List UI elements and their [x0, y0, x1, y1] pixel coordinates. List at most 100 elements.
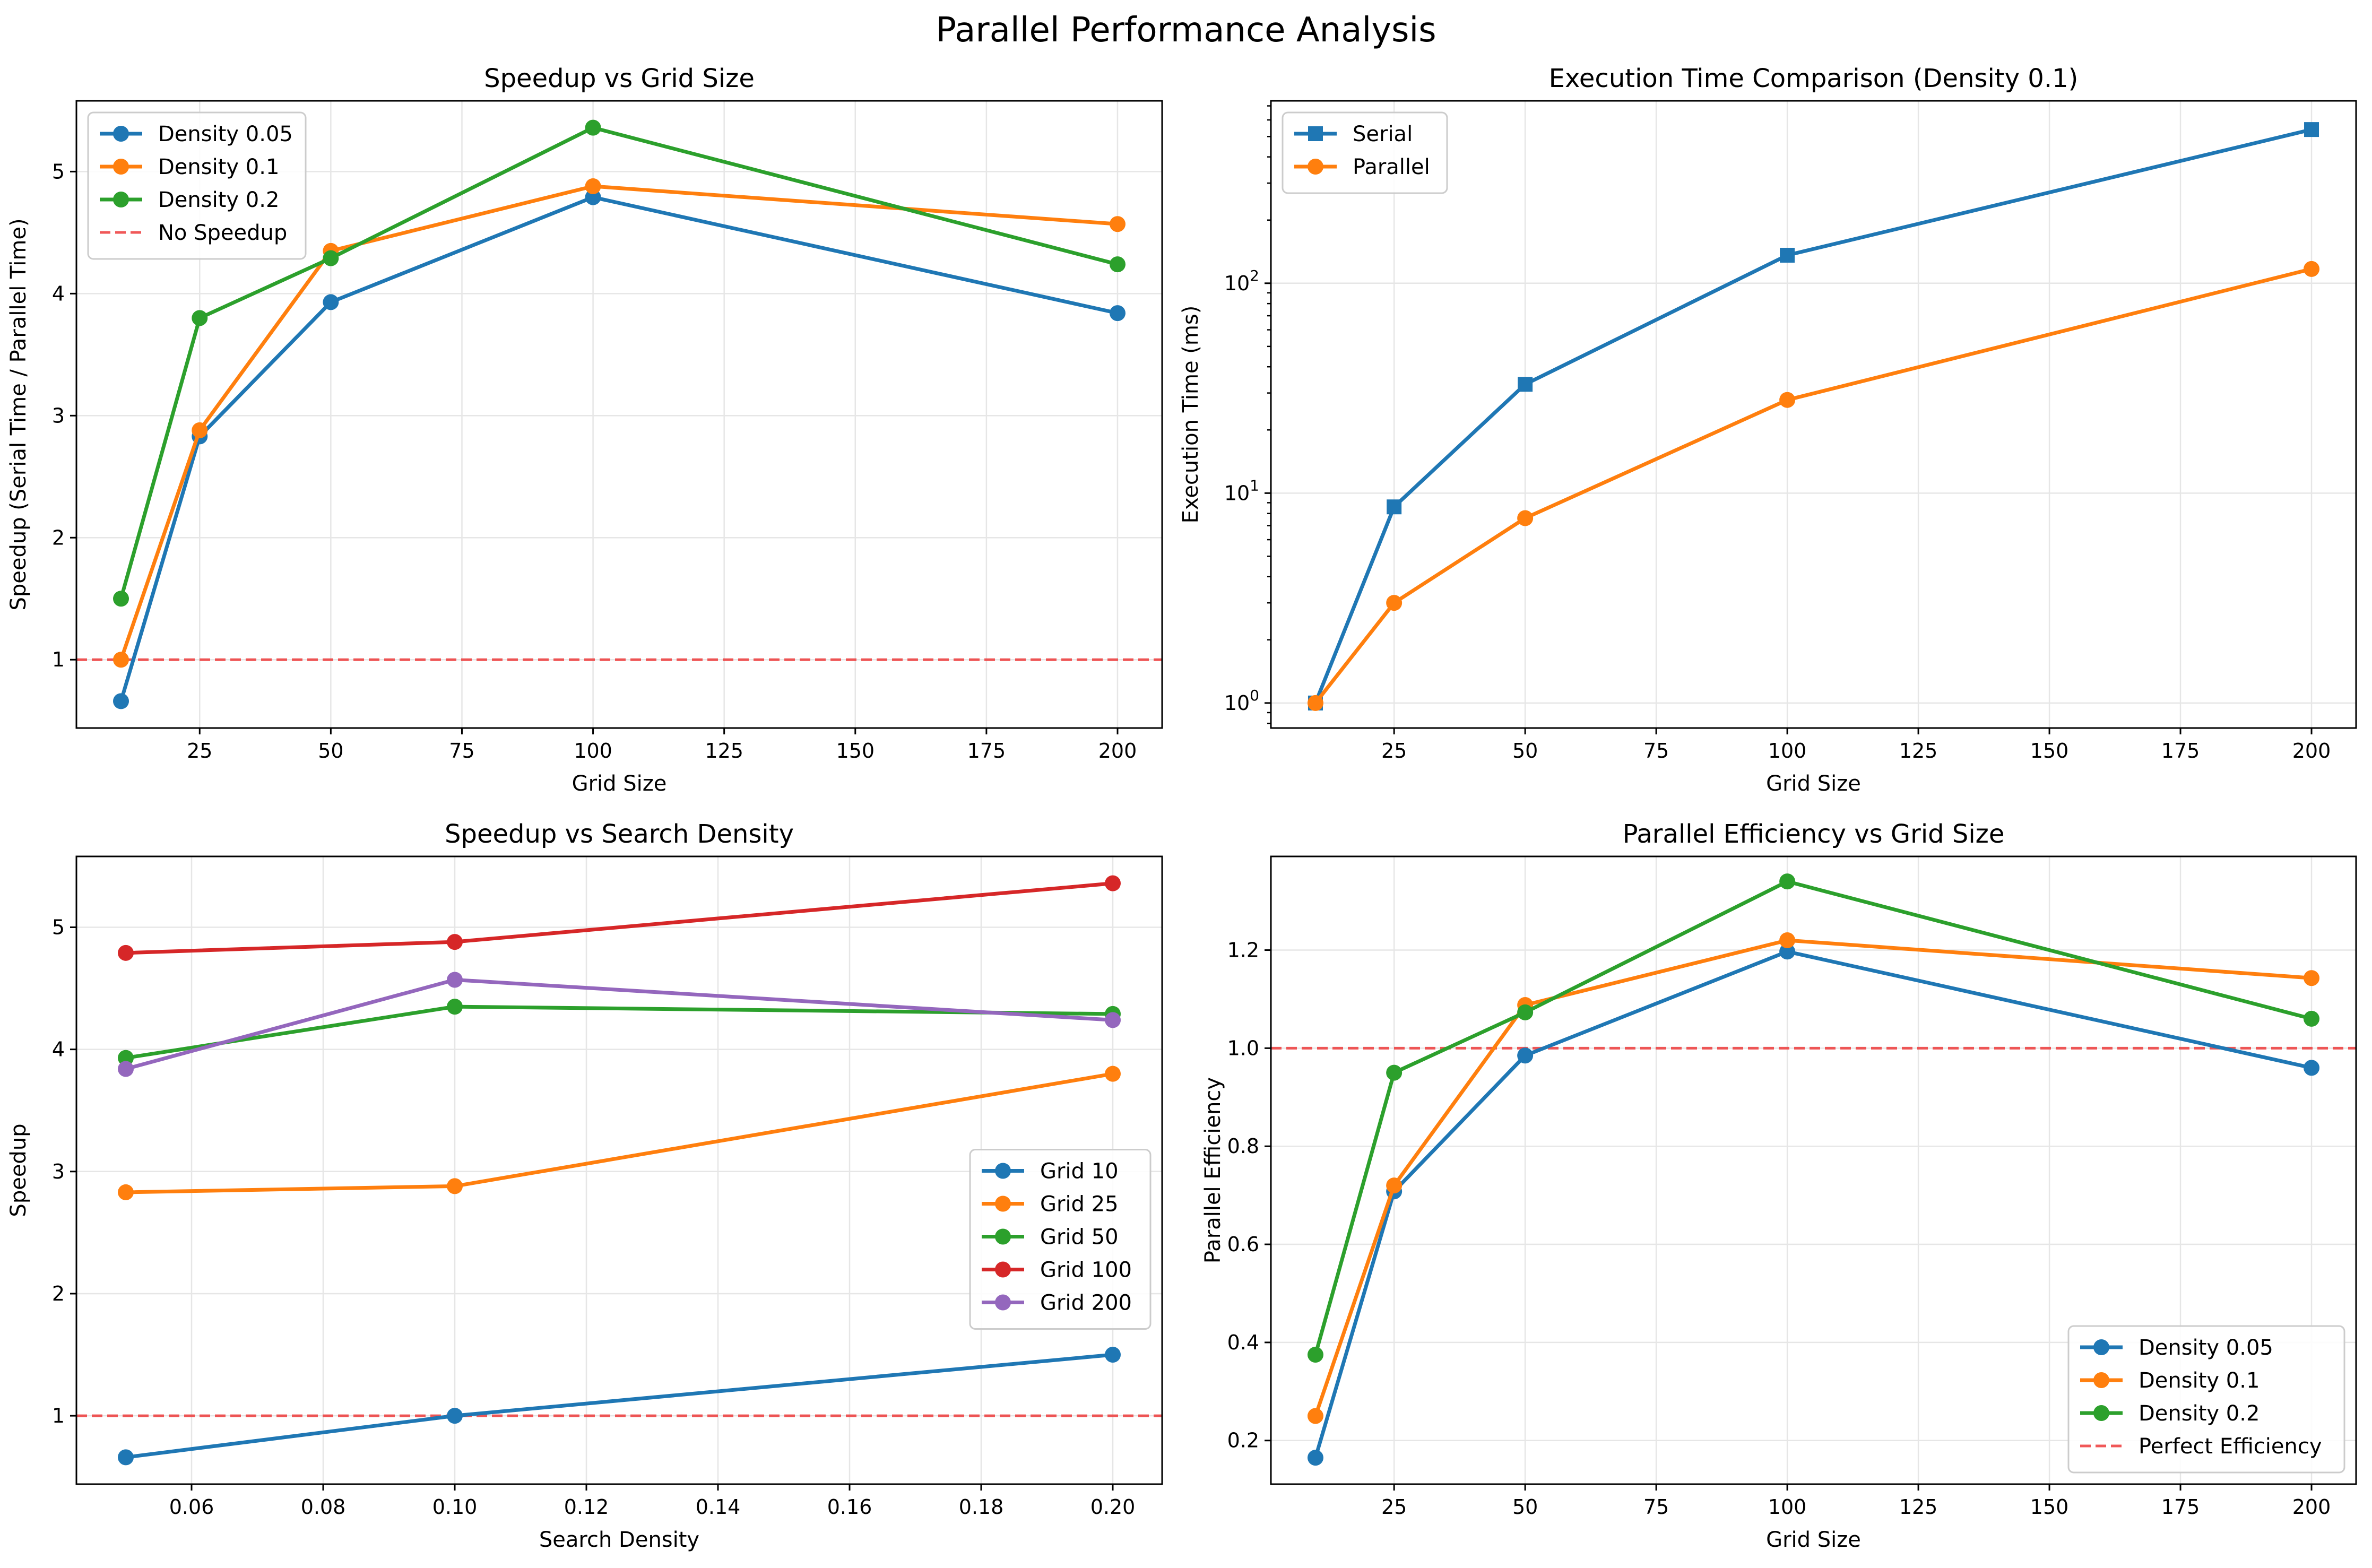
data-point	[447, 1178, 463, 1194]
x-tick-label: 100	[1768, 739, 1807, 763]
tick-exponent: 0	[1250, 687, 1259, 704]
x-tick-label: 125	[1899, 739, 1938, 763]
x-tick-label: 0.20	[1090, 1495, 1136, 1519]
y-tick-label: 5	[52, 915, 65, 939]
data-point	[1109, 305, 1126, 322]
legend-marker	[2093, 1405, 2109, 1421]
tick-base: 10	[1224, 691, 1250, 715]
data-point	[1780, 247, 1795, 263]
data-point	[113, 591, 129, 607]
y-tick-label: 2	[52, 1282, 65, 1305]
x-tick-label: 200	[2292, 1495, 2331, 1519]
data-point	[118, 1184, 134, 1200]
data-point	[1105, 1012, 1121, 1028]
x-tick-label: 75	[1643, 1495, 1669, 1519]
legend-marker	[995, 1163, 1011, 1179]
y-axis-label: Parallel Efficiency	[1201, 1077, 1225, 1263]
x-tick-label: 150	[2030, 739, 2069, 763]
data-point	[1779, 943, 1796, 960]
y-tick-label: 0.6	[1227, 1233, 1259, 1256]
x-tick-label: 25	[1381, 739, 1407, 763]
data-point	[2304, 1010, 2320, 1027]
x-tick-label: 175	[2161, 1495, 2200, 1519]
data-point	[113, 652, 129, 668]
x-tick-label: 100	[1768, 1495, 1807, 1519]
data-point	[585, 119, 601, 136]
plot-series-group	[118, 875, 1121, 1466]
legend-label: Density 0.1	[2139, 1368, 2260, 1393]
x-tick-label: 125	[705, 739, 743, 763]
legend-label: Grid 25	[1040, 1192, 1119, 1217]
data-point	[1779, 873, 1796, 890]
legend-marker	[2093, 1339, 2109, 1355]
data-point	[1518, 377, 1533, 392]
data-point	[113, 693, 129, 709]
x-tick-label: 0.14	[696, 1495, 741, 1519]
legend-marker	[995, 1196, 1011, 1212]
plot-frame	[1270, 100, 2357, 729]
y-tick-label: 3	[52, 404, 65, 427]
x-tick-label: 175	[2161, 739, 2200, 763]
legend: Grid 10 Grid 25 Grid 50 Grid 100 Grid 200	[969, 1149, 1152, 1330]
data-point	[1307, 695, 1323, 711]
x-tick-label: 75	[449, 739, 474, 763]
legend-label: Density 0.2	[2139, 1401, 2260, 1426]
y-tick-label: 100	[1224, 687, 1259, 715]
data-point	[1307, 1408, 1323, 1424]
data-point	[585, 178, 601, 194]
x-axis-label: Grid Size	[1766, 1528, 1861, 1552]
y-tick-label: 4	[52, 1038, 65, 1061]
data-point	[447, 1408, 463, 1424]
data-point	[2304, 1060, 2320, 1076]
data-point	[1517, 510, 1534, 526]
data-point	[323, 250, 339, 266]
chart-title: Execution Time Comparison (Density 0.1)	[1549, 64, 2079, 93]
x-tick-label: 75	[1643, 739, 1669, 763]
chart-1: 25 50 75 100 125 150 175 200 1 2 3 4 5 Speedup vs Gri…	[6, 64, 1163, 796]
y-tick-label: 1.2	[1227, 939, 1259, 962]
x-tick-label: 0.18	[959, 1495, 1004, 1519]
chart-2: 25 50 75 100 125 150 175 200100101102Execution …	[1179, 64, 2357, 796]
data-point	[1307, 1347, 1323, 1363]
x-tick-label: 50	[1512, 739, 1538, 763]
data-point	[1779, 932, 1796, 949]
data-point	[118, 945, 134, 961]
plot-series-group	[1307, 873, 2320, 1466]
legend-box	[969, 1149, 1152, 1330]
legend-marker	[113, 192, 129, 207]
tick-exponent: 1	[1250, 477, 1259, 494]
data-point	[118, 1449, 134, 1466]
data-point	[1517, 1047, 1534, 1064]
legend-label: Parallel	[1353, 155, 1430, 179]
legend-marker	[1308, 126, 1323, 141]
x-tick-label: 200	[2292, 739, 2331, 763]
legend-marker	[995, 1228, 1011, 1245]
y-tick-label: 3	[52, 1160, 65, 1183]
data-point	[447, 934, 463, 950]
x-tick-label: 0.06	[169, 1495, 214, 1519]
legend-label: No Speedup	[158, 221, 287, 245]
data-point	[1109, 256, 1126, 273]
data-point	[323, 294, 339, 310]
data-point	[2304, 122, 2319, 137]
y-tick-label: 0.4	[1227, 1331, 1259, 1354]
data-point	[118, 1061, 134, 1077]
legend-label: Grid 200	[1040, 1291, 1132, 1315]
legend: Density 0.05 Density 0.1 Density 0.2 Perfec…	[2067, 1325, 2345, 1474]
legend-label: Grid 10	[1040, 1159, 1119, 1184]
x-tick-label: 150	[836, 739, 875, 763]
plot-frame	[1270, 855, 2357, 1485]
chart-title: Parallel Efficiency vs Grid Size	[1623, 819, 2005, 849]
legend-label: Grid 50	[1040, 1225, 1119, 1250]
legend-label: Density 0.05	[2139, 1336, 2273, 1360]
data-point	[447, 999, 463, 1015]
x-tick-label: 200	[1098, 739, 1137, 763]
data-point	[585, 189, 601, 205]
data-point	[1105, 875, 1121, 891]
y-axis-label: Speedup (Serial Time / Parallel Time)	[6, 218, 31, 610]
legend-label: Density 0.05	[158, 122, 293, 146]
legend: Serial Parallel	[1282, 111, 1448, 194]
x-tick-label: 100	[574, 739, 612, 763]
y-axis-label: Speedup	[6, 1123, 31, 1217]
data-point	[1105, 1347, 1121, 1363]
